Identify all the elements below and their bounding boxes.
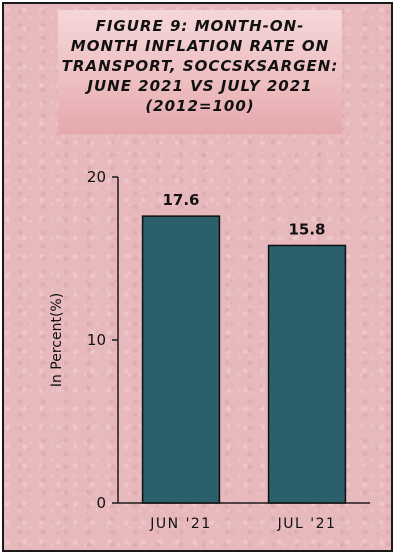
- bar-value-label: 17.6: [162, 191, 199, 209]
- bar-value-label: 15.8: [288, 220, 325, 238]
- chart-title-box: FIGURE 9: MONTH-ON- MONTH INFLATION RATE…: [58, 10, 342, 134]
- chart-frame: FIGURE 9: MONTH-ON- MONTH INFLATION RATE…: [2, 2, 393, 552]
- x-category-label: JUL '21: [277, 516, 337, 532]
- chart-title: FIGURE 9: MONTH-ON- MONTH INFLATION RATE…: [61, 17, 339, 115]
- bar: [141, 215, 221, 504]
- y-axis: 0 10 20: [87, 168, 119, 512]
- y-tick-label: 20: [87, 168, 106, 186]
- y-tick-label: 10: [87, 331, 106, 349]
- x-category-label: JUN '21: [149, 516, 211, 532]
- bar-marks: 17.6 JUN '21 15.8 JUL '21: [141, 191, 347, 532]
- bar: [267, 244, 347, 504]
- y-tick-label: 0: [96, 494, 106, 512]
- bar-chart: 0 10 20 In Percent(%) 17.6 JUN '21 15.8 JUL '…: [49, 168, 370, 532]
- y-axis-label: In Percent(%): [49, 293, 65, 387]
